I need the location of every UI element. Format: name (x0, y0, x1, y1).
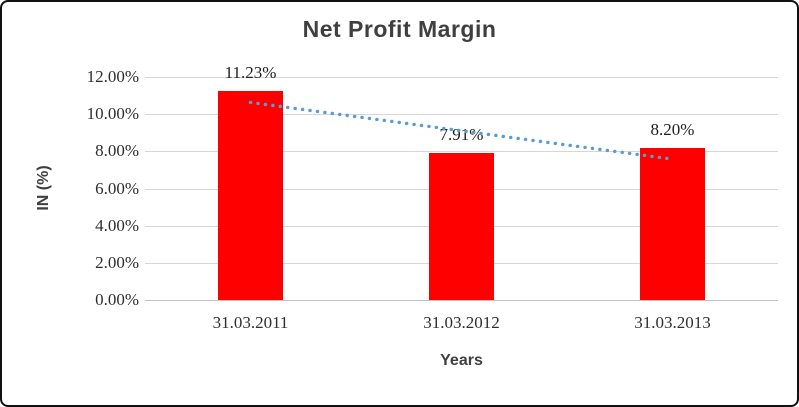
bar-31.03.2013 (640, 147, 705, 300)
bar-31.03.2011 (218, 91, 283, 300)
y-tick-label: 6.00% (95, 178, 139, 198)
y-tick-label: 10.00% (86, 104, 139, 124)
x-tick-label: 31.03.2013 (634, 313, 711, 332)
x-axis-line (145, 300, 778, 301)
bar-31.03.2012 (429, 153, 494, 300)
y-tick-label: 4.00% (95, 215, 139, 235)
y-tick-label: 0.00% (95, 290, 139, 309)
data-label: 7.91% (439, 125, 484, 144)
x-tick-label: 31.03.2011 (212, 313, 289, 332)
y-axis-title: IN (%) (35, 165, 52, 211)
y-tick-label: 12.00% (86, 67, 139, 86)
y-tick-label: 2.00% (95, 252, 139, 272)
data-label: 11.23% (224, 63, 277, 83)
chart-title: Net Profit Margin (302, 16, 497, 42)
x-axis-title: Years (440, 352, 483, 369)
y-tick-label: 8.00% (95, 141, 139, 161)
gridline (145, 77, 778, 78)
x-tick-label: 31.03.2012 (423, 313, 500, 332)
data-label: 8.20% (650, 119, 695, 139)
